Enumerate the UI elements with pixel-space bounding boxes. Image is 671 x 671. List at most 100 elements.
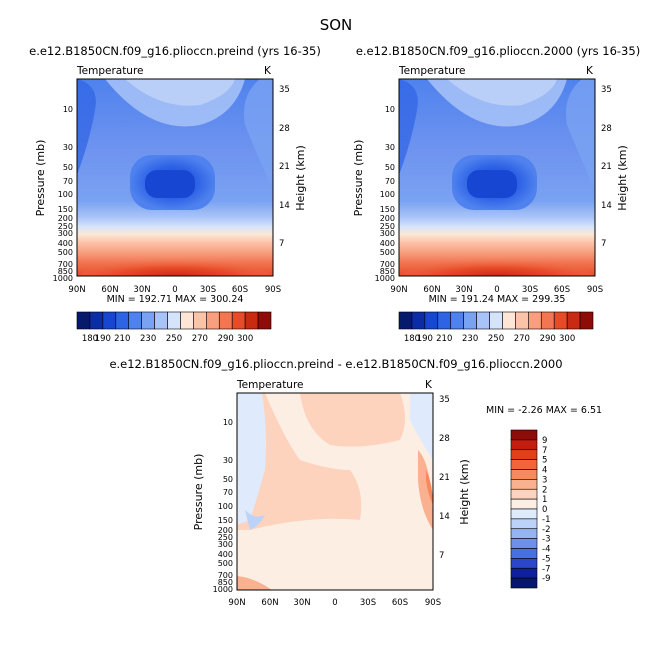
colorbar-label: 9 — [542, 436, 547, 446]
colorbar-swatch — [510, 558, 538, 569]
y-tick: 500 — [380, 248, 395, 257]
x-tick: 30S — [522, 285, 538, 295]
y2-tick: 35 — [601, 85, 612, 95]
colorbar-label: 190 — [417, 334, 433, 344]
colorbar-label: 0 — [542, 505, 547, 515]
y-tick: 200 — [58, 214, 73, 223]
colorbar-label: -7 — [542, 564, 550, 574]
y2-tick-labels: 35 28 21 14 7 — [279, 85, 290, 249]
colorbar-label: -9 — [542, 574, 550, 584]
y2-tick: 35 — [279, 85, 290, 95]
y-tick: 100 — [380, 190, 395, 199]
colorbar-swatch — [411, 311, 426, 330]
colorbar-swatch — [510, 577, 538, 589]
colorbar-label: 180 — [82, 334, 98, 344]
colorbar-swatch — [398, 311, 413, 330]
x-tick: 30S — [200, 285, 216, 295]
x-tick: 30N — [133, 285, 150, 295]
colorbar-swatch — [510, 508, 538, 520]
colorbar-label: -3 — [542, 535, 550, 545]
x-tick: 60N — [261, 598, 278, 608]
panel-preind: e.e12.B1850CN.f09_g16.plioccn.preind (yr… — [29, 44, 321, 344]
colorbar-swatch — [128, 311, 142, 330]
y-tick: 300 — [58, 229, 73, 238]
y2-tick: 21 — [439, 473, 450, 483]
x-tick: 30N — [455, 285, 472, 295]
colorbar-swatch — [244, 311, 259, 330]
colorbar-swatch — [510, 567, 538, 579]
figure-title: SON — [320, 16, 353, 34]
colorbar-swatch — [206, 311, 220, 330]
panel-title: e.e12.B1850CN.f09_g16.plioccn.2000 (yrs … — [356, 44, 640, 58]
y-tick-labels: 10 30 50 70 100 150 200 250 300 400 500 … — [213, 418, 233, 594]
y-axis-label: Pressure (mb) — [34, 140, 47, 217]
colorbar-swatch — [510, 518, 538, 530]
y-tick: 400 — [218, 550, 233, 559]
y-tick: 300 — [380, 229, 395, 238]
colorbar-swatch — [231, 311, 246, 330]
units-label: K — [425, 379, 433, 391]
y-tick: 30 — [63, 143, 73, 152]
y2-tick: 14 — [439, 512, 450, 522]
x-tick: 0 — [332, 598, 337, 608]
y-tick: 30 — [385, 143, 395, 152]
y-tick: 50 — [385, 163, 395, 172]
colorbar-label: -4 — [542, 545, 550, 555]
colorbar-swatch — [510, 498, 538, 510]
colorbar-label: 230 — [140, 334, 156, 344]
x-tick: 0 — [494, 285, 499, 295]
colorbar-swatch — [510, 528, 538, 539]
colorbar-label: 290 — [218, 334, 234, 344]
colorbar-swatch — [424, 311, 439, 330]
y2-tick-labels: 35 28 21 14 7 — [439, 395, 450, 561]
y2-tick: 7 — [601, 239, 606, 249]
y-tick: 700 — [218, 571, 233, 580]
x-tick: 90S — [587, 285, 603, 295]
colorbar-swatch — [89, 311, 104, 330]
contour-field — [237, 393, 433, 590]
y-tick: 300 — [218, 540, 233, 549]
x-tick-labels: 90N 60N 30N 0 30S 60S 90S — [68, 285, 281, 295]
colorbar-swatch — [218, 311, 233, 330]
colorbar-swatch — [510, 538, 538, 549]
x-tick: 60N — [423, 285, 440, 295]
colorbar-swatch — [510, 548, 538, 559]
colorbar-swatch — [528, 311, 542, 330]
colorbar-swatch — [502, 311, 516, 330]
y-tick: 1000 — [213, 585, 233, 594]
panel-title: e.e12.B1850CN.f09_g16.plioccn.preind (yr… — [29, 44, 321, 58]
y2-tick: 14 — [279, 201, 290, 211]
units-label: K — [586, 65, 594, 77]
y-axis-label: Pressure (mb) — [192, 454, 205, 531]
colorbar-label: 250 — [166, 334, 182, 344]
colorbar-swatch — [141, 311, 155, 330]
x-tick: 30S — [360, 598, 376, 608]
y-tick: 200 — [380, 214, 395, 223]
colorbar-swatch — [540, 311, 555, 330]
y-tick: 10 — [385, 105, 395, 114]
colorbar-swatch — [510, 429, 538, 441]
variable-label: Temperature — [236, 379, 304, 391]
colorbar-swatch — [515, 311, 529, 330]
y-tick: 100 — [218, 502, 233, 511]
colorbar-swatch — [193, 311, 207, 330]
y-tick: 200 — [218, 526, 233, 535]
y2-axis-label: Height (km) — [616, 145, 629, 211]
colorbar-label: 270 — [514, 334, 530, 344]
x-tick: 30N — [293, 598, 310, 608]
colorbar-swatch — [566, 311, 581, 330]
colorbar-label: 190 — [95, 334, 111, 344]
y-tick-labels: 10 30 50 70 100 150 200 250 300 400 500 … — [375, 105, 395, 283]
x-tick: 60S — [232, 285, 248, 295]
min-max-stats: MIN = -2.26 MAX = 6.51 — [486, 405, 602, 416]
x-tick: 90S — [425, 598, 441, 608]
y-tick: 250 — [218, 533, 233, 542]
colorbar-label: 7 — [542, 446, 547, 456]
panel-2000: e.e12.B1850CN.f09_g16.plioccn.2000 (yrs … — [352, 44, 640, 344]
contour-field — [77, 79, 273, 276]
y2-axis-label: Height (km) — [294, 145, 307, 211]
y-tick: 850 — [218, 578, 233, 587]
y-tick: 250 — [58, 222, 73, 231]
x-tick: 90N — [390, 285, 407, 295]
